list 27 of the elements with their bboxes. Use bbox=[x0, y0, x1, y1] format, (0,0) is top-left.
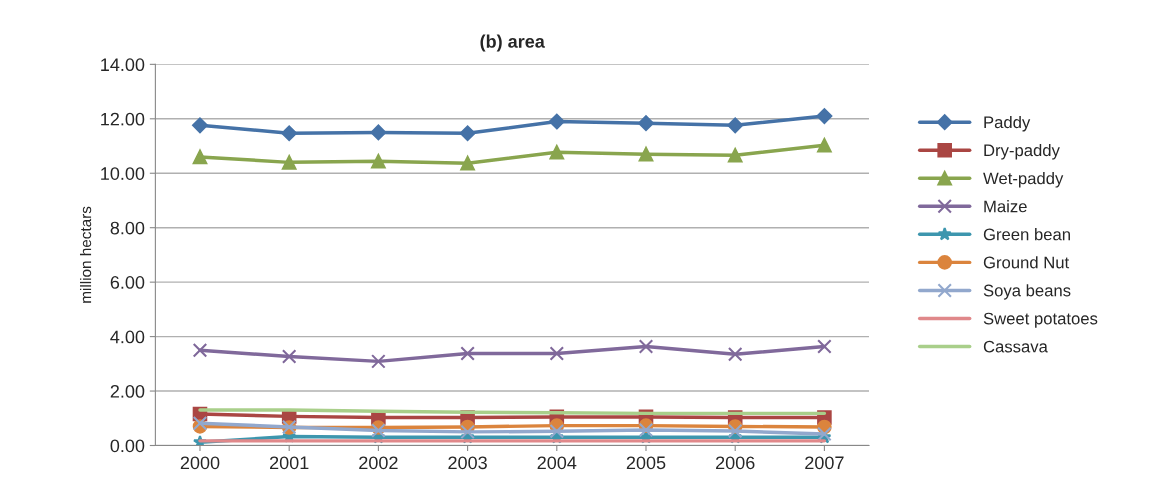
y-axis-title: million hectars bbox=[79, 206, 92, 303]
y-tick-label: 8.00 bbox=[110, 221, 145, 235]
legend-label: Sweet potatoes bbox=[983, 312, 1098, 328]
legend-label: Maize bbox=[984, 200, 1027, 213]
y-tick-label: 10.00 bbox=[101, 167, 145, 180]
y-tick-label: 0.00 bbox=[110, 439, 145, 453]
y-tick-label: 12.00 bbox=[101, 112, 145, 126]
legend-label: Soya beans bbox=[983, 284, 1071, 300]
legend-label: Cassava bbox=[983, 340, 1048, 353]
legend-label: Ground Nut bbox=[983, 256, 1070, 269]
y-tick-label: 4.00 bbox=[110, 330, 145, 344]
x-tick-label: 2006 bbox=[716, 456, 755, 470]
legend-label: Wet-paddy bbox=[983, 172, 1064, 188]
x-tick-label: 2005 bbox=[626, 456, 666, 470]
legend-label: Green bean bbox=[983, 228, 1070, 241]
x-tick-label: 2003 bbox=[448, 456, 487, 470]
legend-label: Paddy bbox=[984, 115, 1031, 132]
x-tick-label: 2007 bbox=[805, 456, 844, 470]
x-tick-label: 2001 bbox=[270, 456, 309, 470]
x-tick-label: 2000 bbox=[180, 456, 220, 470]
legend-label: Dry-paddy bbox=[984, 143, 1060, 160]
y-tick-label: 2.00 bbox=[110, 384, 145, 398]
x-tick-label: 2004 bbox=[537, 456, 577, 470]
y-tick-label: 6.00 bbox=[110, 276, 145, 289]
x-tick-label: 2002 bbox=[359, 456, 398, 470]
chart-title: (b) area bbox=[480, 34, 545, 52]
y-tick-label: 14.00 bbox=[101, 58, 145, 72]
